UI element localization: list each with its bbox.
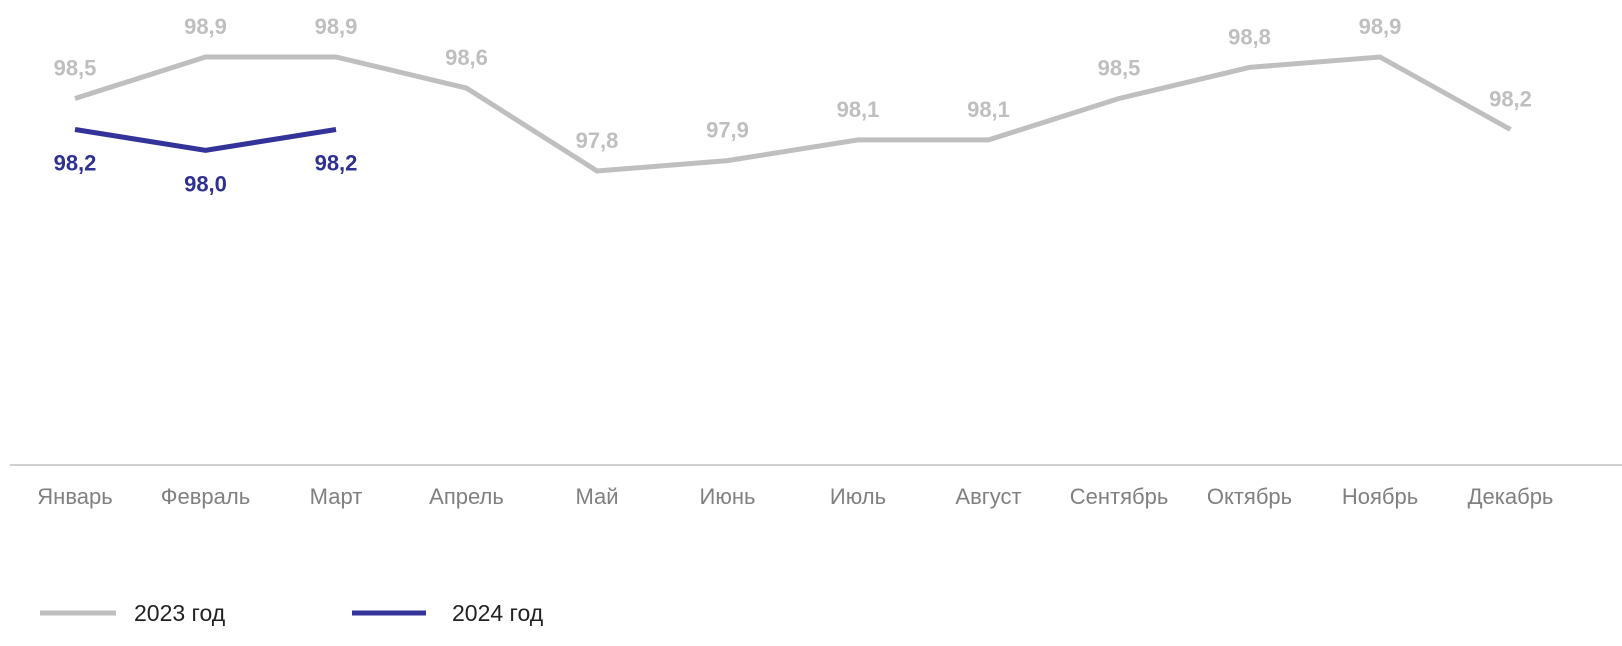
data-label: 98,5 — [1098, 55, 1141, 80]
x-tick-label: Февраль — [161, 484, 250, 509]
x-tick-label: Май — [575, 484, 618, 509]
x-tick-label: Ноябрь — [1342, 484, 1418, 509]
data-label: 98,6 — [445, 45, 488, 70]
data-label: 97,9 — [706, 118, 749, 143]
data-labels-layer: 98,5 98,9 98,9 98,6 97,8 97,9 98,1 98,1 98,5 98,8… — [54, 14, 1532, 196]
data-label: 98,5 — [54, 55, 97, 80]
x-tick-label: Июнь — [700, 484, 756, 509]
series-layer — [74, 54, 1512, 174]
x-tick-label: Апрель — [429, 484, 504, 509]
x-tick-label: Август — [955, 484, 1021, 509]
data-label: 98,2 — [315, 151, 358, 176]
legend: 2023 год 2024 год — [40, 600, 544, 626]
legend-label: 2023 год — [134, 600, 226, 626]
data-label: 98,8 — [1228, 24, 1271, 49]
x-tick-label: Март — [310, 484, 363, 509]
data-label: 98,0 — [184, 171, 227, 196]
data-label: 98,9 — [1359, 14, 1402, 39]
data-label: 98,2 — [54, 151, 97, 176]
x-tick-label: Октябрь — [1207, 484, 1292, 509]
data-label: 97,8 — [576, 128, 619, 153]
data-label: 98,2 — [1489, 87, 1532, 112]
data-label: 98,9 — [315, 14, 358, 39]
legend-label: 2024 год — [452, 600, 544, 626]
data-label: 98,1 — [967, 97, 1010, 122]
data-label: 98,9 — [184, 14, 227, 39]
x-tick-label: Сентябрь — [1070, 484, 1169, 509]
series-line-1 — [74, 54, 1512, 174]
series-line-2 — [74, 127, 337, 153]
x-tick-label: Январь — [37, 484, 112, 509]
axis-layer: Январь Февраль Март Апрель Май Июнь Июль Август… — [10, 464, 1622, 509]
x-tick-label: Июль — [830, 484, 886, 509]
x-tick-label: Декабрь — [1468, 484, 1554, 509]
data-label: 98,1 — [837, 97, 880, 122]
